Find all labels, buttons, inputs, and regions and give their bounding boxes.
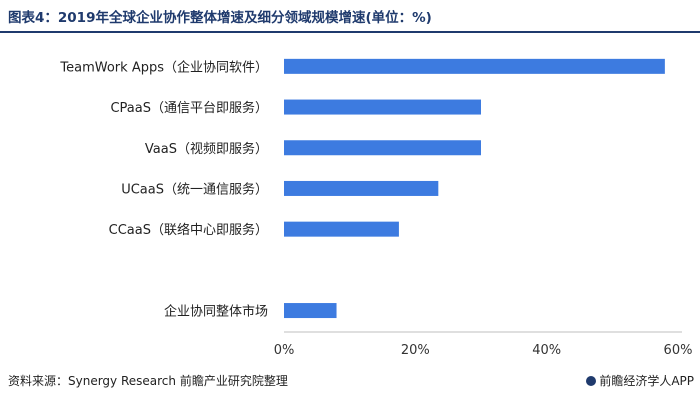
title-divider <box>0 31 700 33</box>
brand-name: 前瞻经济学人APP <box>599 374 694 388</box>
category-label-4: CCaaS（联络中心即服务） <box>109 222 268 238</box>
bar-4 <box>284 221 399 237</box>
category-label-3: UCaaS（统一通信服务） <box>121 181 268 197</box>
category-label-0: TeamWork Apps（企业协同软件） <box>59 59 268 75</box>
x-tick-label-2: 40% <box>532 343 561 358</box>
category-label-1: CPaaS（通信平台即服务） <box>110 100 268 116</box>
x-tick-label-1: 20% <box>401 343 430 358</box>
chart-title: 图表4：2019年全球企业协作整体增速及细分领域规模增速(单位：%) <box>8 10 432 26</box>
brand-mark: 前瞻经济学人APP <box>586 372 694 389</box>
category-label-6: 企业协同整体市场 <box>164 304 268 320</box>
category-label-2: VaaS（视频即服务） <box>145 141 268 157</box>
bar-2 <box>284 140 481 156</box>
bar-1 <box>284 99 481 115</box>
bar-6 <box>284 303 337 319</box>
bar-0 <box>284 58 665 74</box>
x-tick-label-3: 60% <box>664 343 693 358</box>
x-tick-label-0: 0% <box>274 343 295 358</box>
bar-3 <box>284 180 439 196</box>
brand-logo-icon <box>586 376 597 386</box>
source-note: 资料来源：Synergy Research 前瞻产业研究院整理 <box>8 374 288 388</box>
